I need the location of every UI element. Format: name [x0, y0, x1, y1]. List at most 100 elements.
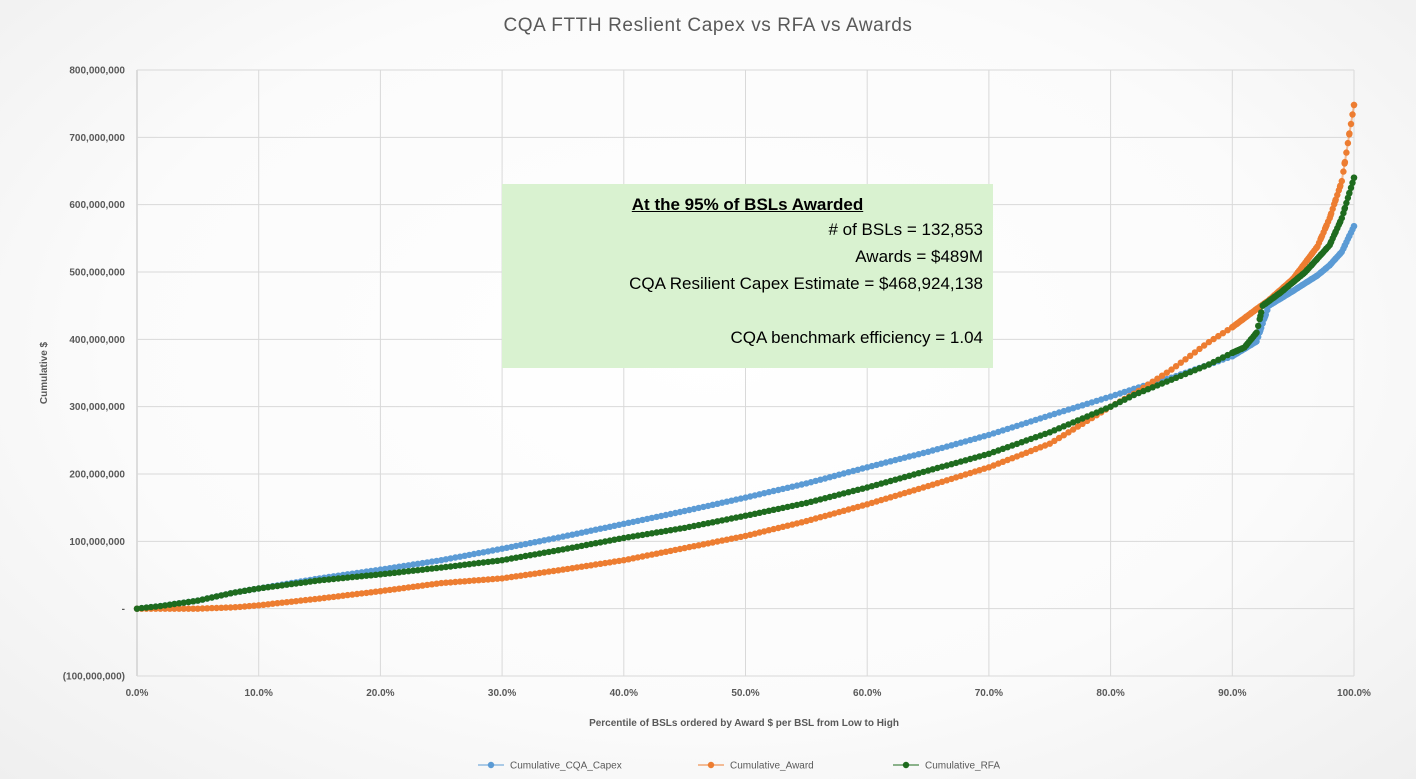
- data-point: [316, 595, 323, 602]
- data-point: [1256, 315, 1263, 323]
- data-point: [321, 594, 328, 602]
- data-point: [367, 589, 375, 596]
- data-point: [307, 578, 314, 585]
- data-point: [1084, 417, 1091, 425]
- data-point: [213, 604, 220, 612]
- data-point: [550, 567, 557, 575]
- data-point: [498, 557, 506, 564]
- data-point: [1182, 356, 1189, 363]
- x-tick-label: 60.0%: [853, 688, 881, 699]
- data-point: [512, 573, 520, 580]
- data-point: [447, 563, 454, 570]
- data-point: [400, 562, 407, 570]
- data-point: [498, 575, 506, 582]
- data-point: [1055, 434, 1063, 442]
- data-point: [321, 576, 328, 584]
- legend-item: Cumulative_Award: [698, 761, 814, 772]
- data-point: [1346, 130, 1353, 137]
- data-point: [236, 588, 244, 595]
- data-point: [381, 565, 389, 573]
- data-point: [564, 565, 571, 573]
- data-point: [222, 604, 230, 611]
- annotation-awards: Awards = $489M: [855, 247, 983, 266]
- data-point: [428, 581, 436, 588]
- legend-swatch-marker: [707, 761, 715, 769]
- data-point: [302, 579, 309, 586]
- data-point: [1350, 101, 1358, 109]
- data-point: [527, 552, 534, 559]
- data-point: [597, 560, 604, 567]
- data-point: [475, 549, 482, 557]
- data-point: [433, 580, 440, 587]
- data-point: [414, 560, 421, 567]
- data-point: [175, 605, 183, 612]
- legend-item: Cumulative_RFA: [893, 761, 1000, 772]
- data-point: [1177, 359, 1185, 366]
- data-point: [1255, 322, 1262, 330]
- data-point: [405, 562, 412, 569]
- data-point: [1349, 179, 1356, 186]
- y-tick-label: 100,000,000: [69, 537, 125, 548]
- annotation-spacer: [512, 297, 983, 324]
- data-point: [1168, 366, 1175, 373]
- data-point: [1187, 352, 1194, 359]
- data-point: [555, 567, 562, 574]
- data-point: [489, 558, 496, 565]
- data-point: [658, 528, 665, 535]
- data-point: [152, 603, 159, 610]
- data-point: [335, 575, 342, 582]
- data-point: [569, 565, 576, 572]
- legend-label: Cumulative_Award: [730, 761, 814, 772]
- x-tick-label: 10.0%: [245, 688, 273, 699]
- x-tick-label: 20.0%: [366, 688, 394, 699]
- chart-title: CQA FTTH Reslient Capex vs RFA vs Awards: [503, 15, 912, 36]
- data-point: [494, 575, 501, 582]
- data-point: [1338, 177, 1346, 185]
- data-point: [615, 557, 623, 565]
- data-point: [644, 530, 651, 538]
- annotation-capex-estimate: CQA Resilient Capex Estimate = $468,924,…: [629, 274, 983, 293]
- data-point: [555, 547, 562, 554]
- data-point: [1350, 223, 1358, 230]
- data-point: [466, 561, 473, 568]
- x-tick-label: 0.0%: [126, 688, 149, 699]
- data-point: [377, 566, 384, 573]
- data-point: [1344, 139, 1352, 147]
- data-point: [1210, 335, 1217, 343]
- y-tick-label: 200,000,000: [69, 470, 125, 481]
- data-point: [475, 577, 482, 584]
- data-point: [592, 540, 599, 547]
- data-point: [639, 531, 646, 539]
- data-point: [297, 579, 304, 587]
- x-tick-label: 40.0%: [610, 688, 638, 699]
- data-point: [400, 584, 407, 592]
- data-point: [232, 589, 239, 596]
- annotation-heading: At the 95% of BSLs Awarded: [631, 195, 864, 214]
- data-point: [269, 583, 276, 590]
- data-point: [246, 586, 253, 594]
- legend-label: Cumulative_CQA_Capex: [510, 761, 622, 772]
- y-tick-label: 700,000,000: [69, 133, 125, 144]
- data-point: [545, 548, 553, 556]
- data-point: [601, 559, 609, 567]
- data-point: [625, 534, 632, 541]
- data-point: [1144, 381, 1152, 388]
- data-point: [522, 552, 529, 560]
- data-point: [185, 605, 192, 612]
- data-point: [545, 568, 553, 575]
- y-tick-label: -: [122, 604, 125, 615]
- data-point: [255, 585, 262, 592]
- data-point: [190, 605, 197, 612]
- data-point: [391, 586, 398, 593]
- data-point: [1341, 158, 1349, 166]
- data-point: [452, 578, 459, 586]
- data-point: [349, 591, 356, 598]
- data-point: [325, 594, 333, 601]
- data-point: [381, 570, 389, 577]
- data-point: [1343, 149, 1350, 156]
- data-point: [611, 558, 618, 565]
- data-point: [470, 577, 478, 584]
- data-point: [400, 568, 407, 575]
- data-point: [292, 598, 300, 605]
- data-point: [1340, 209, 1347, 217]
